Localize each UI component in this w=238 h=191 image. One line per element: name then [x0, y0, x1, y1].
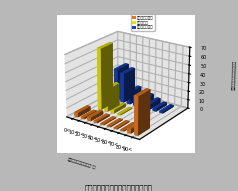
Text: 図３　キャベツ収穫作業の姿勢改善: 図３ キャベツ収穫作業の姿勢改善: [85, 184, 153, 191]
X-axis label: 腰背部傾斜角の分類（°）: 腰背部傾斜角の分類（°）: [67, 157, 96, 169]
Legend: 慣行手取り収穫, 収穫機操作, トレーラ上作業: 慣行手取り収穫, 収穫機操作, トレーラ上作業: [131, 15, 155, 31]
